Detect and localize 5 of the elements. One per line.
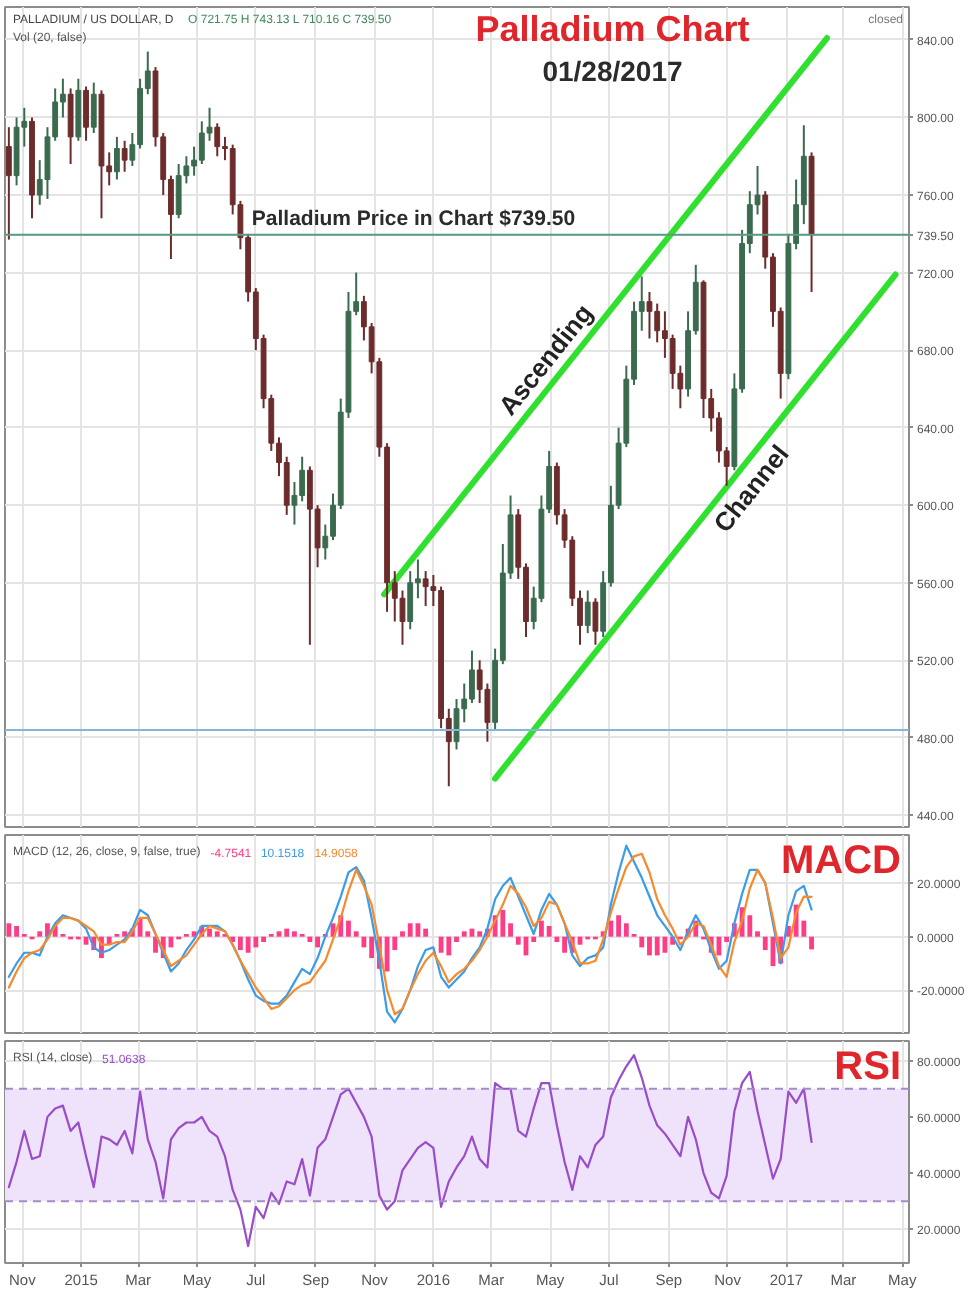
- chart-title: MACD: [781, 839, 902, 883]
- chart-title: RSI: [834, 1045, 902, 1089]
- ref-line-label: Palladium Price in Chart $739.50: [251, 206, 576, 231]
- text: 01/28/2017: [542, 55, 683, 87]
- chart-title: Palladium Chart: [475, 9, 750, 49]
